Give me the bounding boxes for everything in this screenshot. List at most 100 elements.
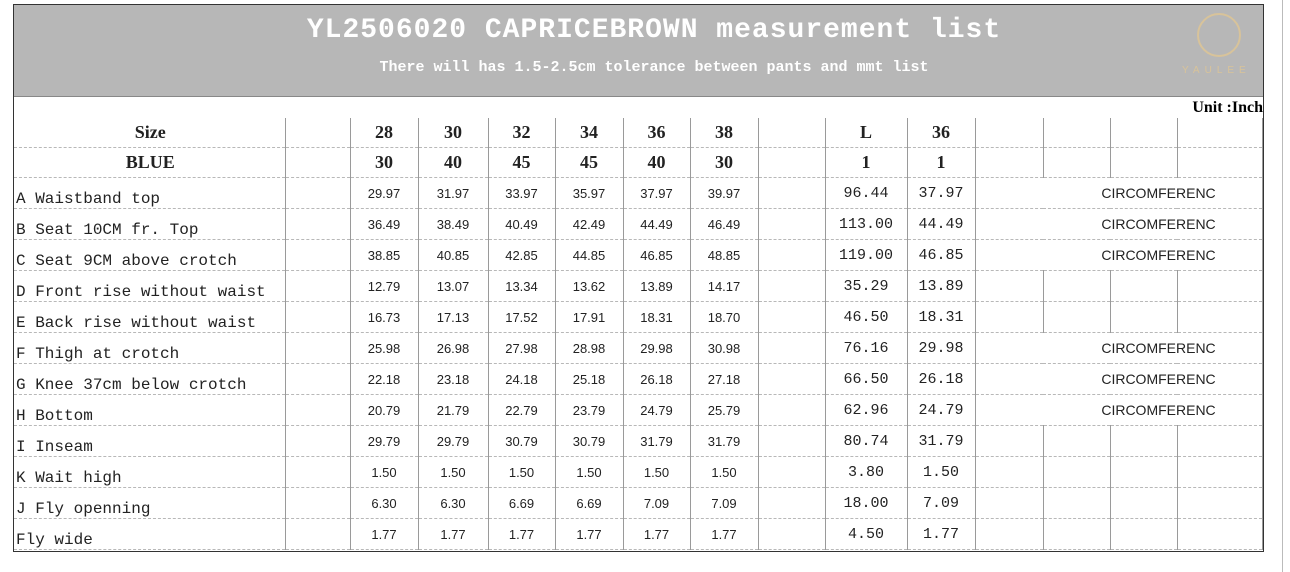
table-row: F Thigh at crotch 25.98 26.98 27.98 28.98 29.… [14, 332, 1263, 364]
table-row: I Inseam 29.79 29.79 30.79 30.79 31.79 31.79 80… [14, 425, 1263, 457]
row-label: H Bottom [14, 394, 286, 426]
empty-cell [285, 270, 351, 302]
size-value: 13.34 [488, 270, 556, 302]
empty-cell [1177, 147, 1263, 178]
empty-cell [285, 208, 351, 240]
empty-cell [975, 456, 1044, 488]
title: YL2506020 CAPRICEBROWN measurement list [306, 15, 1002, 46]
size-value: 1.50 [690, 456, 759, 488]
empty-cell [758, 147, 826, 178]
size-value: 37.97 [623, 177, 691, 209]
size-value: 38.49 [418, 208, 489, 240]
sheet: YL2506020 CAPRICEBROWN measurement list … [13, 4, 1264, 552]
empty-cell [975, 425, 1044, 457]
row-label: E Back rise without waist [14, 301, 286, 333]
size-value: 26.98 [418, 332, 489, 364]
note: CIRCOMFERENC [975, 332, 1263, 364]
size-value: 30.98 [690, 332, 759, 364]
size-value: 42.85 [488, 239, 556, 271]
size-value: 1.77 [555, 518, 624, 550]
extra-value: 3.80 [825, 456, 908, 488]
extra-value: 44.49 [907, 208, 976, 240]
scrollbar [1282, 0, 1290, 572]
size-value: 40.49 [488, 208, 556, 240]
extra-value: 113.00 [825, 208, 908, 240]
empty-cell [758, 270, 826, 302]
note: CIRCOMFERENC [975, 394, 1263, 426]
empty-cell [285, 363, 351, 395]
empty-cell [758, 487, 826, 519]
empty-cell [1110, 518, 1178, 550]
empty-cell [285, 301, 351, 333]
empty-cell [1110, 425, 1178, 457]
row-label: C Seat 9CM above crotch [14, 239, 286, 271]
logo [1197, 13, 1241, 57]
row-label: Fly wide [14, 518, 286, 550]
empty-cell [1110, 118, 1178, 148]
size-value: 13.89 [623, 270, 691, 302]
size-value: 1.77 [623, 518, 691, 550]
size-value: 21.79 [418, 394, 489, 426]
empty-cell [285, 177, 351, 209]
size-value: 23.18 [418, 363, 489, 395]
size-value: 17.91 [555, 301, 624, 333]
empty-cell [285, 239, 351, 271]
extra-value: 46.50 [825, 301, 908, 333]
size-value: 1.77 [350, 518, 419, 550]
size-value: 30.79 [555, 425, 624, 457]
size-value: 1.77 [418, 518, 489, 550]
row-label: G Knee 37cm below crotch [14, 363, 286, 395]
extra-value: 26.18 [907, 363, 976, 395]
empty-cell [758, 518, 826, 550]
row-label: B Seat 10CM fr. Top [14, 208, 286, 240]
table-row: G Knee 37cm below crotch 22.18 23.18 24.18 2… [14, 363, 1263, 395]
size-value: 16.73 [350, 301, 419, 333]
size-value: 25.18 [555, 363, 624, 395]
row-label: Size [14, 118, 286, 148]
size-value: 29.79 [350, 425, 419, 457]
size-value: 45 [488, 147, 556, 178]
extra-value: 76.16 [825, 332, 908, 364]
size-value: 24.79 [623, 394, 691, 426]
table-row: J Fly openning 6.30 6.30 6.69 6.69 7.09 7.09 18… [14, 487, 1263, 519]
size-value: 39.97 [690, 177, 759, 209]
table-row: D Front rise without waist 12.79 13.07 13.3… [14, 270, 1263, 302]
size-value: 26.18 [623, 363, 691, 395]
extra-value: 7.09 [907, 487, 976, 519]
empty-cell [1043, 425, 1111, 457]
extra-value: L [825, 118, 908, 148]
empty-cell [1177, 118, 1263, 148]
empty-cell [1177, 270, 1263, 302]
empty-cell [975, 301, 1044, 333]
measurement-table: Size 28 30 32 34 36 38 L 36 BLUE 30 40 45 45 40 30 1 1 A W… [14, 118, 1263, 550]
extra-value: 13.89 [907, 270, 976, 302]
empty-cell [758, 332, 826, 364]
size-value: 22.18 [350, 363, 419, 395]
empty-cell [1110, 456, 1178, 488]
empty-cell [1043, 301, 1111, 333]
row-label: F Thigh at crotch [14, 332, 286, 364]
size-value: 1.77 [690, 518, 759, 550]
size-value: 40 [623, 147, 691, 178]
size-value: 13.62 [555, 270, 624, 302]
size-value: 18.31 [623, 301, 691, 333]
empty-cell [1110, 487, 1178, 519]
table-row: BLUE 30 40 45 45 40 30 1 1 [14, 147, 1263, 178]
size-value: 40 [418, 147, 489, 178]
size-value: 46.85 [623, 239, 691, 271]
size-value: 35.97 [555, 177, 624, 209]
empty-cell [758, 301, 826, 333]
extra-value: 4.50 [825, 518, 908, 550]
empty-cell [758, 394, 826, 426]
size-value: 6.30 [418, 487, 489, 519]
empty-cell [758, 208, 826, 240]
size-value: 6.69 [488, 487, 556, 519]
size-value: 42.49 [555, 208, 624, 240]
size-value: 30 [690, 147, 759, 178]
size-value: 46.49 [690, 208, 759, 240]
empty-cell [975, 518, 1044, 550]
size-value: 25.79 [690, 394, 759, 426]
table-row: B Seat 10CM fr. Top 36.49 38.49 40.49 42.49 4… [14, 208, 1263, 240]
size-value: 29.97 [350, 177, 419, 209]
